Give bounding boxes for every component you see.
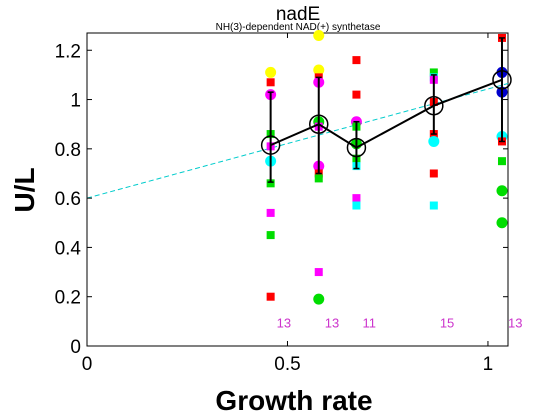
mean-marker <box>424 95 444 116</box>
axes-layer: 0 0.2 0.4 0.6 0.8 1 1.2 0 0.5 1 <box>55 33 508 375</box>
count-label: 15 <box>440 316 454 331</box>
data-point-circle <box>313 29 325 41</box>
y-tick-label: 0.2 <box>55 288 81 309</box>
data-point-square <box>429 169 438 178</box>
data-point-circle <box>428 135 440 147</box>
mean-marker <box>346 137 367 158</box>
mean-line <box>270 78 503 149</box>
data-point-square <box>266 78 275 87</box>
x-tick-label: 1 <box>483 354 494 375</box>
data-point-square <box>266 231 275 240</box>
x-tick-label: 0 <box>82 354 93 375</box>
y-tick-label: 0.4 <box>55 238 82 259</box>
data-point-square <box>352 194 361 203</box>
data-point-square <box>429 201 438 210</box>
data-point-square <box>497 157 506 166</box>
data-point-circle <box>496 217 508 229</box>
chart-title: nadE <box>276 4 320 25</box>
count-labels-layer: 13 13 11 15 13 <box>277 316 523 331</box>
data-point-circle <box>496 185 508 197</box>
data-point-circle <box>313 293 325 305</box>
data-point-square <box>352 90 361 99</box>
y-tick-label: 1 <box>70 91 81 112</box>
count-label: 13 <box>325 316 339 331</box>
data-point-square <box>314 268 323 277</box>
mean-marker <box>492 70 512 90</box>
data-point-square <box>352 56 361 65</box>
data-point-circle <box>313 64 325 76</box>
fit-line-layer <box>86 83 509 199</box>
y-tick-label: 1.2 <box>55 41 81 62</box>
x-tick-label: 0.5 <box>274 354 300 375</box>
plot-area <box>86 32 509 347</box>
x-axis-label: Growth rate <box>215 385 372 416</box>
mean-marker <box>309 114 329 134</box>
data-point-square <box>266 179 275 188</box>
chart-subtitle: NH(3)-dependent NAD(+) synthetase <box>216 22 381 33</box>
count-label: 13 <box>277 316 291 331</box>
count-label: 13 <box>508 316 522 331</box>
y-axis-label: U/L <box>9 167 40 212</box>
mean-marker <box>260 135 281 155</box>
data-point-square <box>429 68 438 77</box>
means-layer <box>260 37 512 183</box>
data-point-square <box>266 208 275 217</box>
data-point-square <box>266 292 275 301</box>
count-label: 11 <box>362 316 376 331</box>
y-tick-label: 0.6 <box>55 189 81 210</box>
fit-line <box>86 83 509 199</box>
data-point-square <box>314 174 323 183</box>
y-tick-label: 0 <box>70 337 81 358</box>
data-point-circle <box>265 66 277 78</box>
y-tick-label: 0.8 <box>55 140 81 161</box>
data-point-square <box>352 201 361 210</box>
